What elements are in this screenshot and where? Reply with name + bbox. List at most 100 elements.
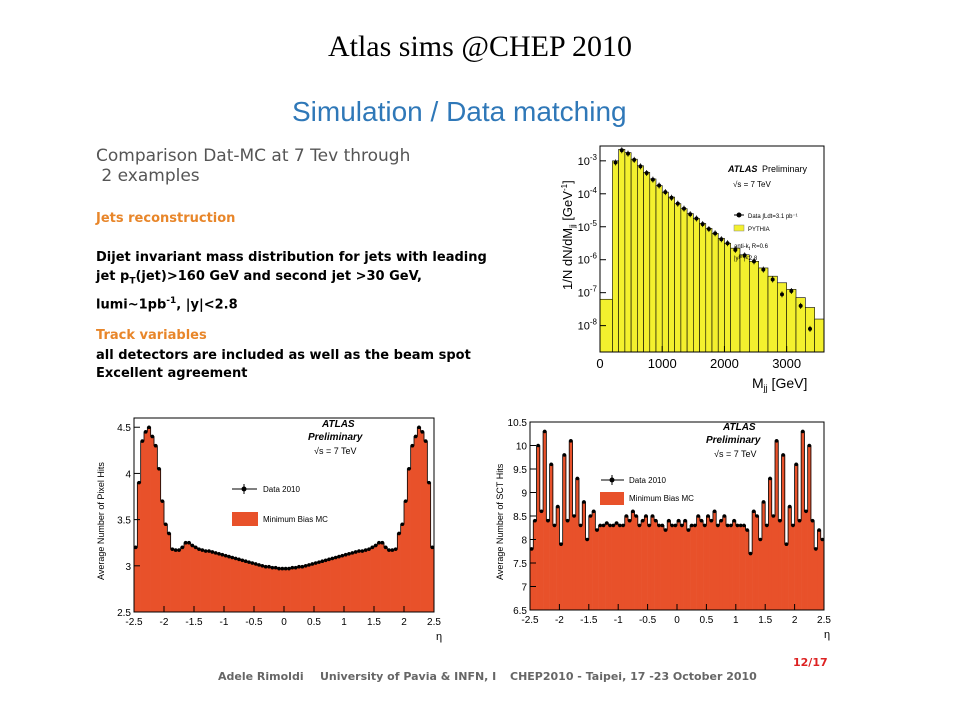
sct-mc-bar [732, 520, 737, 610]
mjj-mc-bar [717, 237, 725, 353]
pixel-mc-bar [264, 566, 268, 612]
pixel-mc-bar [144, 431, 148, 612]
sct-data-point [774, 439, 779, 443]
mjj-data-points [613, 147, 812, 332]
sct-data-point [667, 518, 671, 523]
sct-mc-bar [634, 516, 639, 610]
pixel-mc-histogram [134, 426, 435, 612]
sct-mc-bar [608, 525, 612, 610]
mjj-data-point [619, 148, 624, 153]
pixel-data-point [260, 564, 265, 568]
pixel-atlas-label: ATLAS [321, 419, 355, 430]
pixel-data-point [430, 545, 435, 550]
sct-data-point [800, 429, 805, 434]
pixel-mc-bar [150, 436, 155, 612]
mjj-data-point [688, 212, 693, 217]
pixel-data-point [367, 547, 371, 551]
sct-data-point [745, 528, 750, 532]
jets-title: Jets reconstruction [96, 211, 236, 226]
pixel-y-tick-label: 3 [125, 562, 131, 573]
sct-data-point [559, 542, 563, 546]
pixel-data-points [133, 425, 435, 571]
mjj-y-tick-base: 10 [578, 189, 590, 201]
sct-mc-bar [775, 440, 779, 610]
sct-data-point [680, 523, 684, 528]
sct-y-tick-label: 7.5 [513, 559, 527, 570]
sct-data-point [611, 523, 616, 528]
mjj-data-point [808, 326, 812, 331]
sct-xlabel: η [824, 629, 830, 641]
sct-data-point [670, 523, 674, 528]
pixel-mc-bar [287, 568, 291, 612]
pixel-mc-bar [160, 501, 165, 612]
pixel-data-point [280, 566, 285, 571]
sct-mc-bar [745, 530, 750, 610]
sct-mc-bar [680, 525, 684, 610]
pixel-data-point [187, 540, 191, 545]
sct-data-point [644, 514, 648, 518]
pixel-data-point [143, 430, 148, 434]
pixel-mc-bar [207, 551, 211, 612]
pixel-mc-bar [250, 563, 255, 612]
footer-author: Adele Rimoldi [218, 670, 304, 683]
pixel-y-tick-label: 3.5 [117, 516, 131, 527]
mjj-mc-bar [655, 185, 663, 353]
pixel-data-point [340, 553, 345, 558]
pixel-mc-bar [290, 567, 295, 612]
pixel-mc-bar [157, 468, 161, 612]
mjj-y-tick-base: 10 [578, 222, 590, 234]
pixel-data-point [407, 467, 411, 471]
sct-data-point [673, 523, 678, 528]
pixel-data-point [207, 549, 211, 553]
sct-data-point [569, 439, 573, 443]
pixel-legend-mc: Minimum Bias MC [263, 515, 328, 524]
pixel-data-point [327, 557, 331, 562]
pixel-data-point [307, 563, 311, 567]
sct-mc-bar [690, 525, 694, 610]
mjj-legend-data-dot [736, 212, 742, 218]
pixel-mc-bar [267, 566, 271, 612]
sct-mc-bar [663, 530, 668, 610]
pixel-x-tick-label: 0.5 [307, 617, 321, 628]
pixel-data-point [370, 545, 375, 550]
sct-data-point [804, 509, 808, 514]
sct-mc-bar [598, 525, 603, 610]
pixel-hits-chart: -2.5 -2 -1.5 -1 -0.5 0 0.5 1 1.5 2 2.52.533.544.5 … [96, 417, 442, 643]
sct-mc-bar [768, 478, 773, 610]
mjj-data-point [644, 171, 649, 176]
pixel-mc-bar [347, 553, 351, 612]
pixel-mc-bar [324, 560, 328, 612]
pixel-x-tick-label: -2.5 [125, 617, 143, 628]
sct-mc-bar [742, 525, 746, 610]
sct-data-point [699, 518, 704, 523]
pixel-y-tick-label: 4.5 [117, 423, 131, 434]
mjj-y-tick-base: 10 [578, 321, 590, 333]
sct-mc-bar [820, 539, 825, 610]
sct-data-point [820, 537, 825, 542]
sct-mc-bar [699, 520, 704, 610]
sct-mc-bar [686, 530, 691, 610]
sct-axes: -2.5 -2 -1.5 -1 -0.5 0 0.5 1 1.5 2 2.5 6.5 7 7.5 8 8.5 9… [508, 418, 832, 626]
pixel-mc-bar [294, 567, 298, 612]
sct-y-tick-label: 7 [521, 583, 527, 594]
sct-mc-bar [667, 520, 671, 610]
pixel-data-point [373, 543, 378, 548]
pixel-mc-bar [274, 567, 278, 612]
sct-mc-bar [579, 525, 583, 610]
sct-mc-bar [650, 516, 655, 610]
pixel-data-point [330, 556, 335, 561]
sct-data-point [814, 547, 818, 551]
sct-data-point [732, 518, 736, 523]
pixel-data-point [150, 434, 155, 439]
pixel-mc-bar [384, 547, 388, 612]
sct-data-point [693, 523, 697, 528]
pixel-data-point [233, 556, 238, 561]
sct-x-tick-label: -1 [614, 615, 623, 626]
pixel-x-tick-label: -0.5 [245, 617, 263, 628]
pixel-mc-bar [330, 558, 335, 612]
sct-mc-bar [706, 516, 710, 610]
pixel-mc-bar [374, 545, 378, 612]
page-title: Atlas sims @CHEP 2010 [327, 30, 633, 63]
mjj-ylabel: 1/N dN/dMjj [GeV-1] [560, 180, 577, 290]
